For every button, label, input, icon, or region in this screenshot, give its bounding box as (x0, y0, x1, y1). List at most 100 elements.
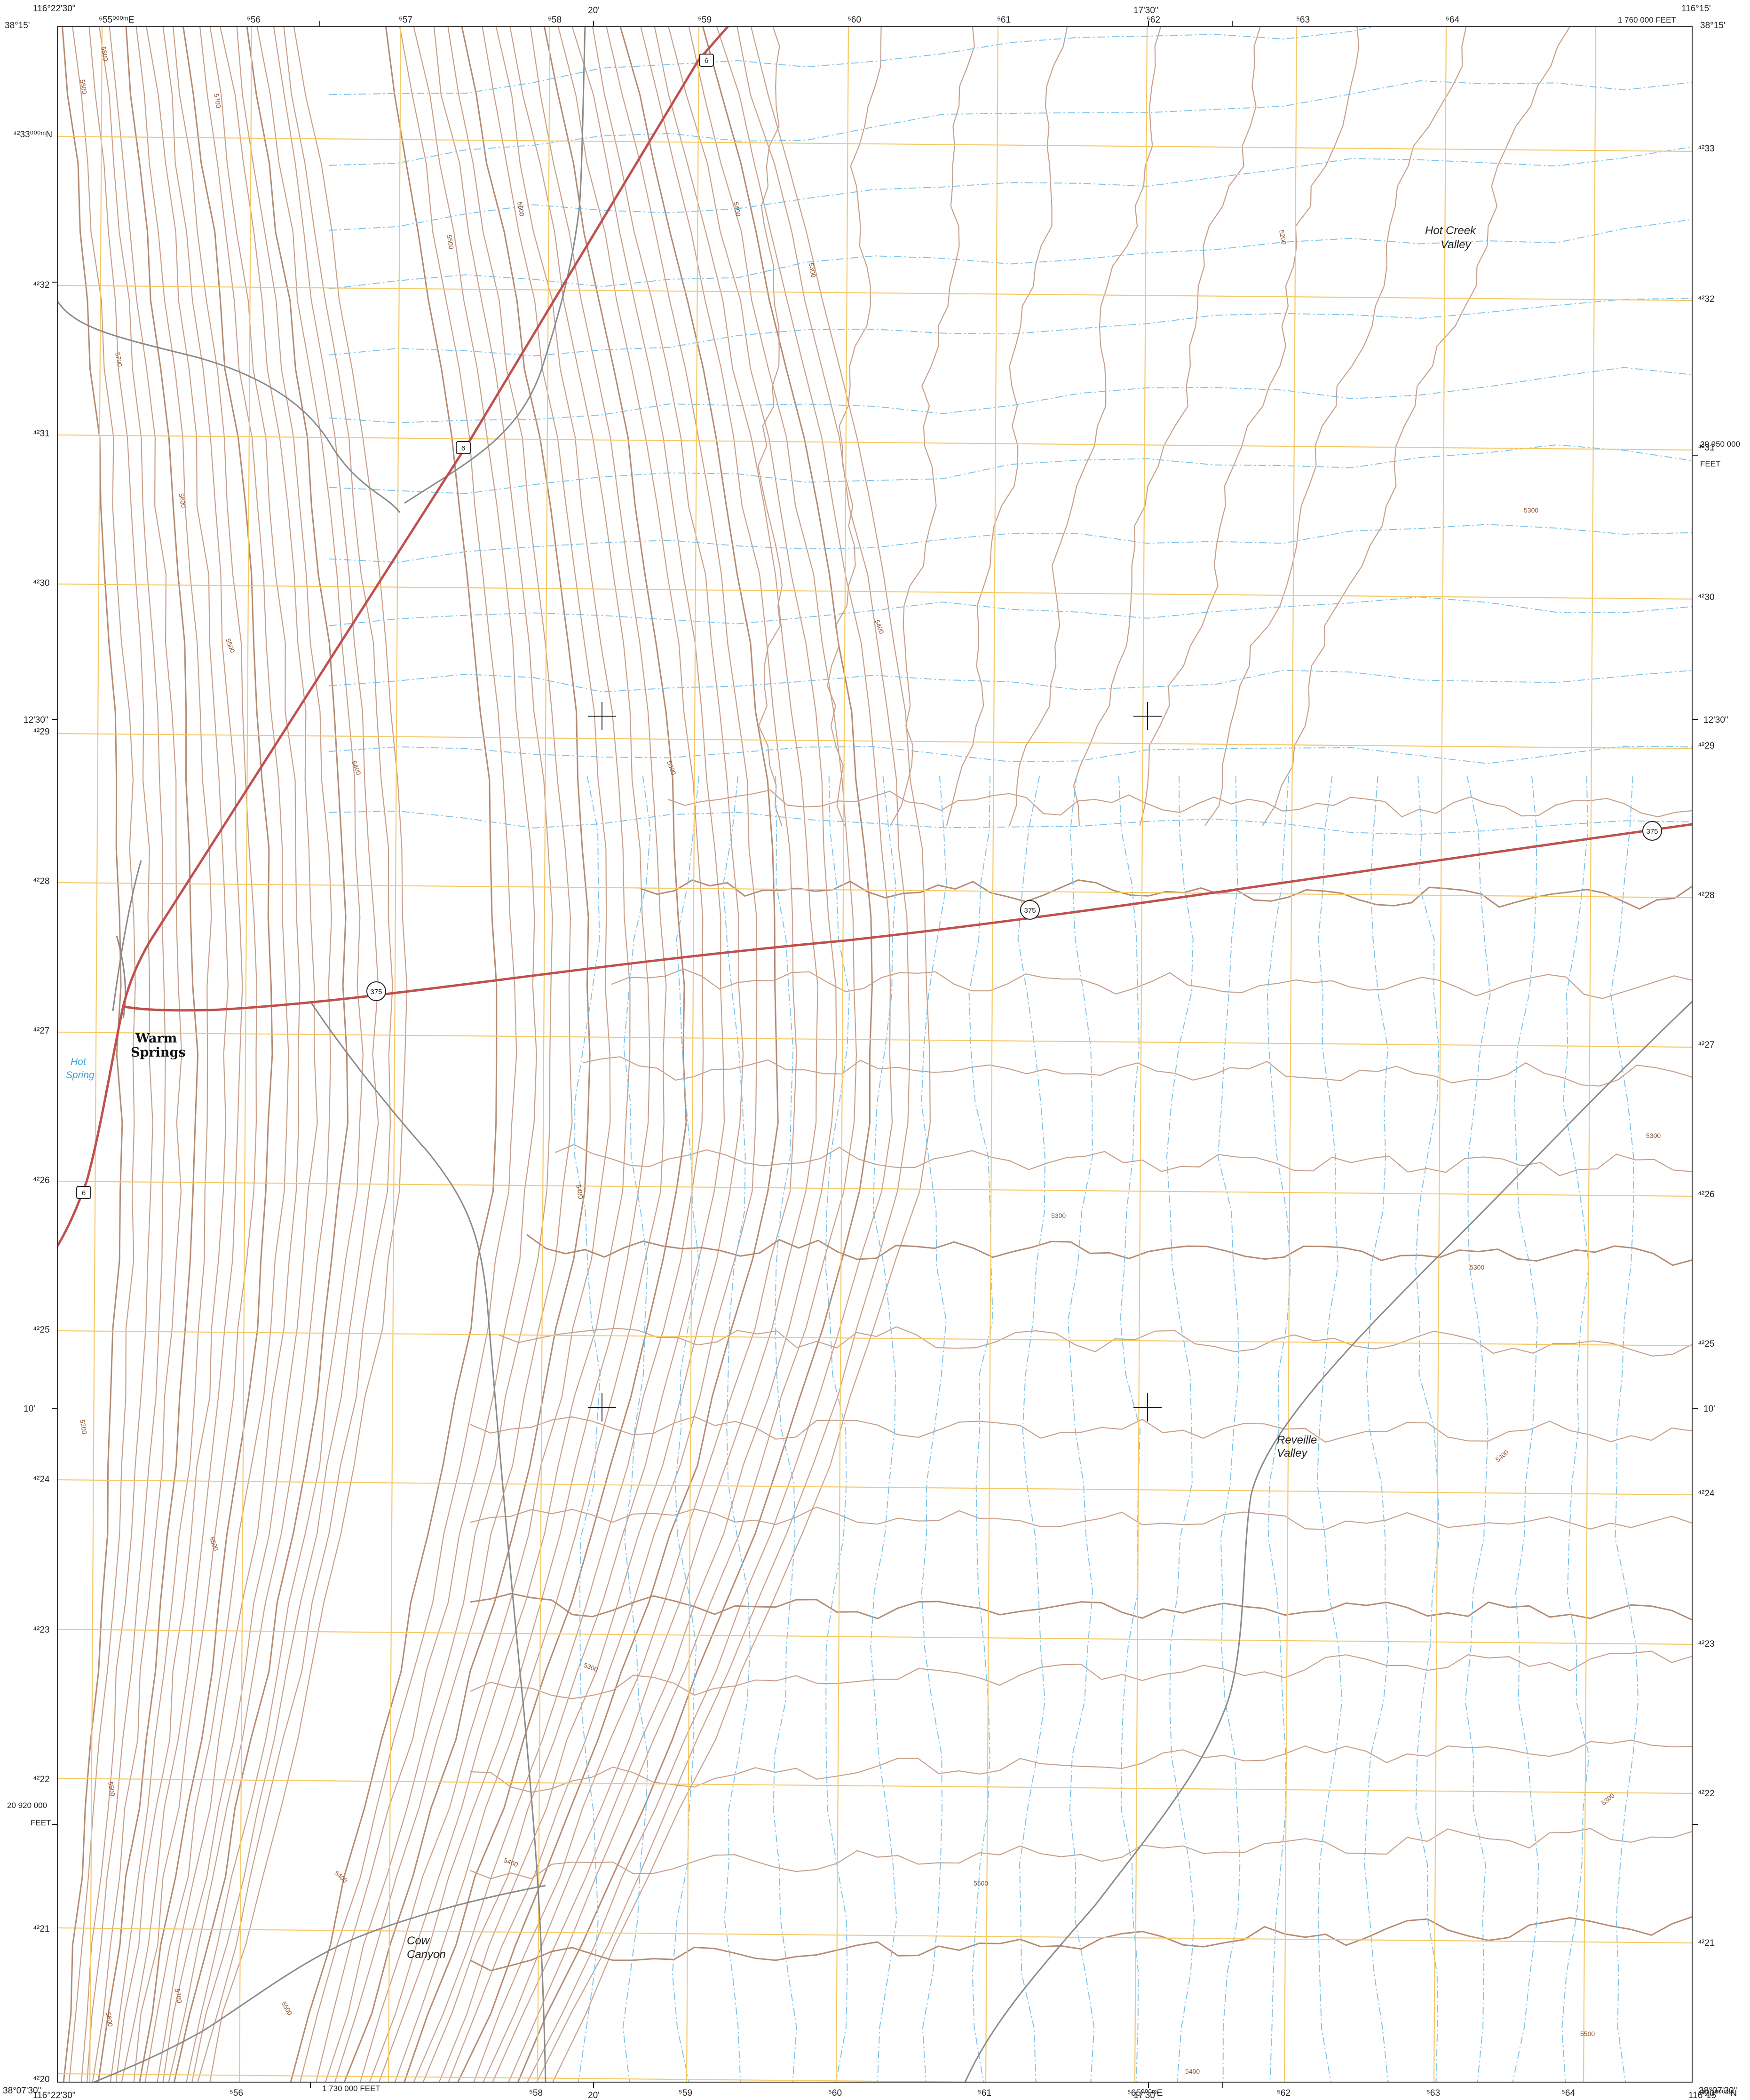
margin-ticks (52, 21, 1698, 2088)
svg-text:375: 375 (1024, 907, 1036, 915)
bottom-utm-label: ⁵64 (1561, 2088, 1575, 2098)
road-north (404, 26, 586, 504)
corner-top-right-lon: 116°15' (1681, 4, 1711, 14)
left-utm-label: ⁴²21 (33, 1924, 50, 1934)
stream-line (329, 745, 1692, 764)
contour-elevation-label: 5600 (177, 493, 187, 509)
stream-line (1610, 775, 1639, 2082)
grid-line-easting (835, 26, 849, 2082)
contour-elevation-label: 5700 (174, 1988, 183, 2004)
grid-line-northing (57, 583, 1692, 600)
contour-line (1009, 26, 1162, 826)
contour-elevation-label: 5400 (732, 201, 742, 217)
contour-line (92, 26, 182, 2082)
right-utm-label: ⁴²33 (1698, 144, 1715, 154)
bottom-utm-label: ⁵58 (529, 2088, 543, 2098)
corner-bottom-right-lon: 116°15' (1688, 2091, 1718, 2100)
left-utm-label: ⁴²22 (33, 1775, 50, 1784)
stream-line (1067, 775, 1095, 2082)
right-utm-label: ⁴²23 (1698, 1639, 1715, 1649)
stream-line (329, 367, 1692, 424)
grid-line-northing (57, 284, 1692, 301)
contour-line (448, 26, 758, 2082)
contour-line (890, 26, 975, 826)
stream-line (1118, 775, 1141, 2082)
contour-line (133, 26, 258, 2082)
top-utm-label: ⁵59 (698, 15, 712, 25)
feet-label-left-unit: FEET (31, 1818, 51, 1827)
secondary-roads (57, 26, 1692, 2082)
contour-line (404, 26, 687, 2082)
contour-line (517, 26, 873, 2082)
right-utm-label: ⁴²24 (1698, 1489, 1715, 1499)
contour-line (121, 26, 243, 2082)
left-lat-tick-label: 12'30" (24, 715, 48, 725)
stream-line (329, 298, 1692, 356)
stream-line (1267, 775, 1291, 2082)
grid-line-easting (985, 26, 999, 2082)
left-utm-label: ⁴²30 (33, 578, 50, 588)
right-utm-labels: ⁴²33 ⁴²32 ⁴²31 ⁴²30 ⁴²29 ⁴²28 ⁴²27 ⁴²26 ⁴²25 ⁴²24… (1698, 144, 1737, 2099)
right-utm-label: ⁴²20⁰⁰⁰ᵐN (1698, 2089, 1737, 2099)
contour-elevation-label: 5800 (79, 79, 88, 95)
place-reveille-valley: Valley (1277, 1447, 1308, 1460)
map-neatline (57, 26, 1693, 2083)
contour-elevation-label: 5600 (104, 2012, 114, 2028)
stream-line (968, 775, 994, 2082)
contour-line (300, 26, 517, 2082)
top-utm-labels: ⁵55⁰⁰⁰ᵐE ⁵56 ⁵57 ⁵58 ⁵59 ⁵60 ⁵61 ⁵62 ⁵63… (99, 6, 1676, 25)
top-utm-label: ⁵60 (847, 15, 861, 25)
left-utm-label: ⁴²25 (33, 1325, 50, 1335)
corner-bottom-left-lat: 38°07'30" (3, 2086, 41, 2096)
svg-text:6: 6 (82, 1189, 86, 1197)
stream-line (329, 146, 1692, 231)
contour-line (536, 26, 911, 2082)
left-utm-label: ⁴²28 (33, 876, 50, 886)
contour-line (470, 1593, 1692, 1621)
stream-line (825, 775, 850, 2082)
contour-elevation-label: 5500 (1580, 2030, 1595, 2037)
place-cow-canyon: Canyon (407, 1948, 446, 1961)
stream-line (921, 775, 947, 2082)
contour-line (422, 26, 725, 2082)
place-hot-spring: Spring (66, 1070, 95, 1081)
contour-line (162, 26, 318, 2082)
grid-line-easting (1134, 26, 1148, 2082)
contour-line (209, 26, 408, 2082)
place-hot-creek-valley: Valley (1441, 238, 1472, 251)
grid-line-northing (57, 434, 1692, 451)
bottom-utm-label: ⁵59 (679, 2088, 692, 2098)
svg-text:375: 375 (1646, 828, 1658, 836)
contour-line (946, 26, 1068, 826)
bottom-lon-tick-label: 17'30" (1133, 2091, 1158, 2100)
svg-text:6: 6 (461, 444, 465, 452)
contour-elevation-label: 5400 (575, 1184, 585, 1200)
contour-elevation-label: 5500 (974, 1879, 988, 1887)
contour-elevation-label: 5800 (100, 46, 110, 62)
grid-line-northing (57, 1628, 1692, 1645)
us-route-6-shield: 6 (456, 441, 471, 454)
bottom-utm-label: ⁵63 (1426, 2088, 1440, 2098)
contour-elevation-label: 5300 (808, 262, 817, 278)
top-utm-label: ⁵63 (1296, 15, 1310, 25)
top-utm-label: ⁵56 (247, 15, 261, 25)
us-route-6-shield: 6 (699, 54, 714, 67)
grid-line-northing (57, 882, 1692, 899)
corner-bottom-right-lat: 38°07'30" (1699, 2086, 1737, 2096)
contour-line (334, 26, 573, 2082)
stream-line (870, 775, 897, 2082)
contour-line (413, 26, 704, 2082)
left-utm-label: ⁴²23 (33, 1625, 50, 1635)
contour-elevation-label: 5200 (1278, 229, 1288, 245)
contour-elevation-label: 5700 (213, 93, 222, 109)
right-lat-tick-label: 10' (1703, 1404, 1715, 1414)
grid-line-easting (1583, 26, 1597, 2082)
grid-line-easting (686, 26, 700, 2082)
contour-elevation-label: 5300 (1470, 1263, 1484, 1271)
left-utm-labels: ⁴²33⁰⁰⁰ᵐN ⁴²32 ⁴²31 ⁴²30 ⁴²29 ⁴²28 ⁴²27 ⁴²26 ⁴²2… (13, 130, 52, 2084)
contour-lines (62, 26, 1692, 2082)
place-warm-springs: Springs (131, 1045, 186, 1060)
contour-line (316, 26, 537, 2082)
